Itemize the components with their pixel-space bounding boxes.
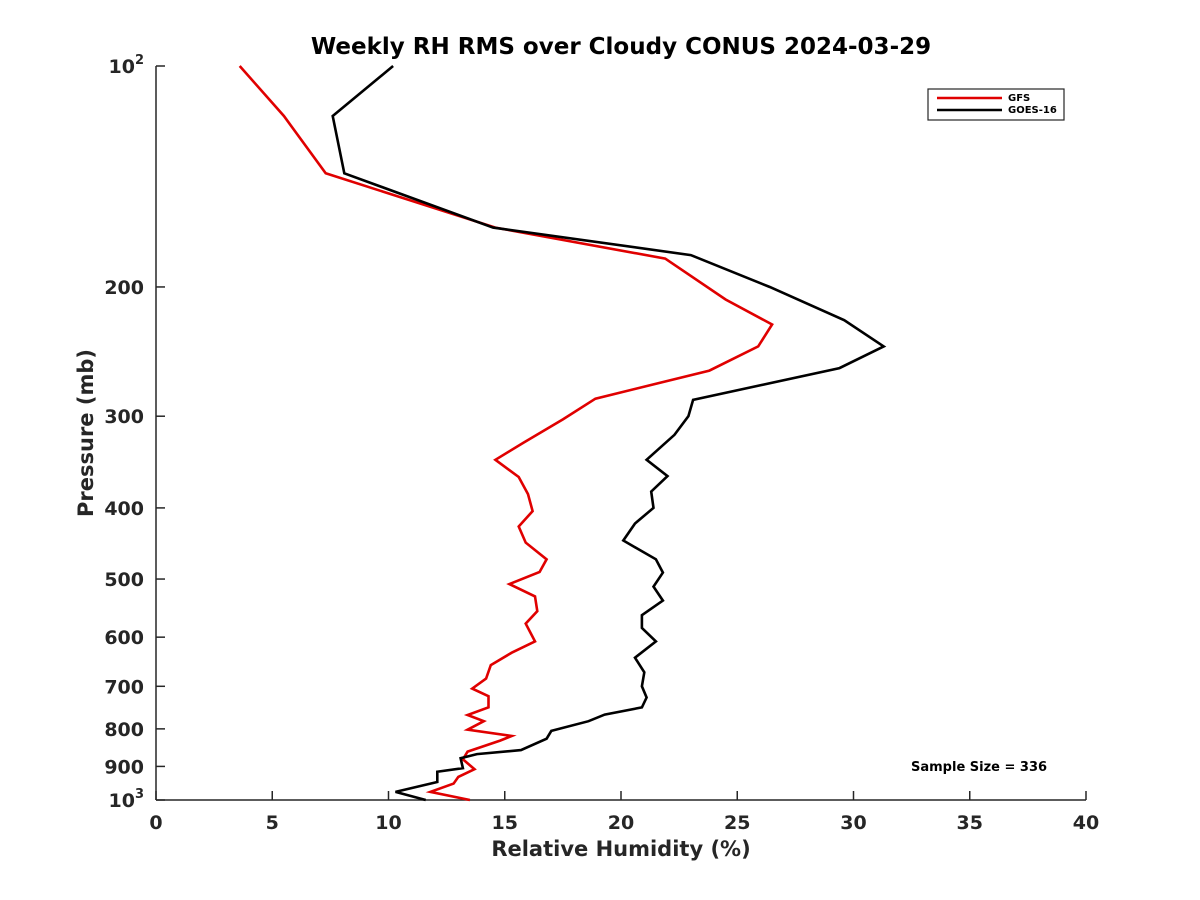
- legend: GFS GOES-16: [927, 88, 1065, 121]
- chart-title: Weekly RH RMS over Cloudy CONUS 2024-03-…: [311, 34, 931, 60]
- y-tick-label: 200: [104, 277, 144, 299]
- sample-size-annotation: Sample Size = 336: [911, 760, 1047, 775]
- y-tick-label: 800: [104, 719, 144, 741]
- x-tick-label: 0: [149, 812, 162, 834]
- x-tick-label: 20: [608, 812, 634, 834]
- x-tick-label: 25: [724, 812, 750, 834]
- series-layer: [238, 64, 887, 802]
- y-tick-label: 700: [104, 676, 144, 698]
- x-tick-label: 15: [492, 812, 518, 834]
- legend-label-goes16: GOES-16: [1008, 105, 1057, 116]
- axes: 0 5 10 15 20 25 30 35 40102200300400500600700800…: [104, 53, 1099, 834]
- x-tick-label: 5: [266, 812, 279, 834]
- y-tick-label: 900: [104, 756, 144, 778]
- y-axis-title: Pressure (mb): [74, 349, 98, 517]
- x-tick-label: 35: [957, 812, 983, 834]
- series-line-goes16: [331, 64, 887, 802]
- x-tick-label: 10: [375, 812, 401, 834]
- series-line-gfs: [238, 65, 774, 802]
- y-tick-label: 400: [104, 498, 144, 520]
- y-tick-label: 600: [104, 627, 144, 649]
- x-tick-label: 30: [840, 812, 866, 834]
- x-tick-label: 40: [1073, 812, 1099, 834]
- legend-box: [927, 88, 1065, 121]
- y-tick-label: 300: [104, 406, 144, 428]
- y-tick-label: 500: [104, 569, 144, 591]
- legend-label-gfs: GFS: [1008, 93, 1030, 104]
- x-axis-title: Relative Humidity (%): [491, 837, 750, 861]
